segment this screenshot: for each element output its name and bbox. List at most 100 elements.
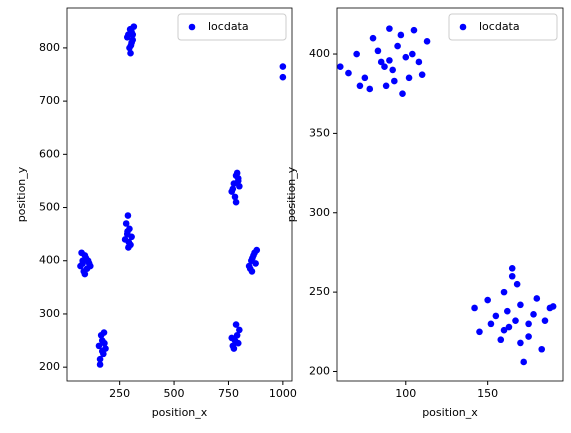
point (517, 301, 524, 309)
point (236, 326, 243, 334)
point (369, 34, 377, 42)
point (476, 328, 483, 336)
point (391, 77, 398, 85)
axes-frame (66, 7, 293, 382)
point (123, 33, 131, 41)
point (513, 280, 521, 288)
legend-label: locdata (479, 20, 520, 33)
point (361, 74, 369, 82)
point (497, 336, 505, 344)
point (96, 355, 104, 363)
point (230, 345, 238, 352)
point (541, 317, 549, 324)
point (374, 47, 382, 55)
legend-box (177, 13, 287, 41)
point (381, 63, 388, 71)
point (345, 69, 352, 77)
point (126, 25, 134, 33)
point (122, 220, 130, 227)
y-axis-label: position_y (15, 166, 28, 222)
legend-label: locdata (208, 20, 249, 33)
point (86, 262, 94, 270)
y-tick-label: 700 (39, 94, 60, 107)
point (471, 304, 478, 312)
point (423, 38, 431, 45)
point (232, 198, 240, 206)
point (279, 63, 287, 70)
point (386, 25, 393, 32)
point (549, 303, 557, 310)
point (127, 41, 135, 49)
point (500, 288, 508, 296)
point (508, 272, 516, 280)
point (78, 249, 85, 257)
point (520, 358, 527, 366)
point (234, 339, 242, 347)
point (95, 342, 103, 350)
point (525, 320, 532, 328)
point (102, 345, 109, 352)
point (81, 270, 89, 278)
point (500, 326, 508, 334)
point (530, 311, 537, 318)
point (236, 182, 243, 190)
point (232, 321, 240, 328)
point (336, 63, 344, 71)
point (252, 260, 259, 267)
point (228, 334, 236, 342)
point (231, 193, 239, 201)
point (84, 257, 92, 265)
point (405, 74, 413, 82)
legend-marker (188, 23, 196, 31)
point (410, 26, 418, 34)
point (100, 329, 108, 336)
point (533, 295, 541, 302)
point (397, 31, 405, 39)
point (229, 185, 237, 193)
point (127, 49, 134, 57)
point (505, 323, 513, 331)
x-tick-label: 750 (218, 387, 239, 400)
y-axis-label: position_y (285, 166, 298, 222)
point (125, 238, 133, 246)
legend-box (448, 13, 558, 41)
y-tick-label: 600 (39, 147, 60, 160)
point (233, 331, 241, 339)
point (353, 50, 360, 58)
point (79, 260, 86, 267)
point (128, 233, 135, 241)
point (504, 307, 511, 315)
y-tick-label: 250 (309, 285, 330, 298)
point (124, 212, 132, 219)
x-tick-label: 250 (109, 387, 130, 400)
point (492, 312, 500, 320)
point (100, 350, 107, 358)
point (234, 174, 242, 182)
point (484, 296, 491, 304)
point (96, 361, 104, 368)
x-tick-label: 150 (477, 387, 498, 400)
y-tick-label: 400 (309, 47, 330, 60)
point (415, 58, 423, 66)
y-tick-label: 350 (309, 126, 330, 139)
legend-marker (459, 23, 467, 31)
point (538, 345, 546, 353)
point (279, 73, 287, 81)
y-tick-label: 400 (39, 254, 60, 267)
point (248, 268, 256, 275)
point (512, 317, 519, 324)
y-tick-label: 800 (39, 41, 60, 54)
point (409, 50, 416, 58)
point (517, 339, 524, 347)
point (508, 265, 516, 272)
point (233, 169, 241, 177)
point (366, 85, 374, 93)
x-axis-label: position_x (422, 406, 478, 419)
point (418, 71, 426, 78)
point (129, 31, 137, 38)
point (394, 42, 401, 50)
point (124, 228, 131, 235)
point (249, 254, 256, 262)
y-tick-label: 500 (39, 201, 60, 214)
